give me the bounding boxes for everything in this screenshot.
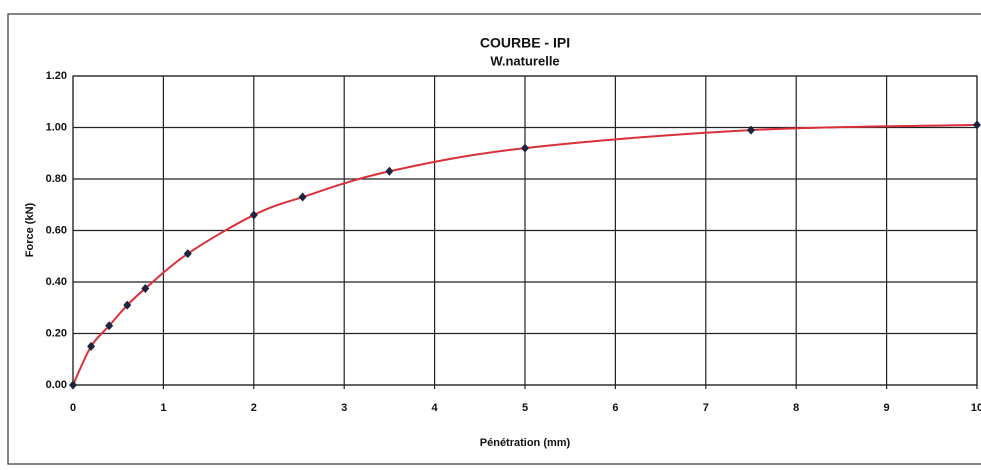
x-tick-label: 2 xyxy=(251,402,257,414)
y-tick-label: 1.20 xyxy=(46,70,67,82)
y-tick-label: 0.20 xyxy=(46,327,67,339)
data-point xyxy=(298,192,307,202)
data-point xyxy=(973,120,981,130)
x-tick-label: 6 xyxy=(612,402,618,414)
x-tick-label: 7 xyxy=(703,402,709,414)
data-point xyxy=(747,125,755,135)
y-axis-label: Force (kN) xyxy=(24,202,36,257)
x-tick-label: 5 xyxy=(522,402,528,414)
x-tick-label: 1 xyxy=(160,402,166,414)
x-tick-label: 8 xyxy=(793,402,799,414)
x-tick-label: 4 xyxy=(432,402,439,414)
data-point xyxy=(183,249,192,259)
data-point xyxy=(105,321,114,331)
y-tick-label: 1.00 xyxy=(46,121,67,133)
data-point xyxy=(87,341,96,351)
data-point xyxy=(249,210,258,220)
x-tick-label: 10 xyxy=(971,402,981,414)
y-tick-label: 0.60 xyxy=(46,224,67,236)
x-tick-label: 9 xyxy=(884,402,890,414)
data-point xyxy=(385,166,394,176)
data-line xyxy=(72,123,978,386)
x-axis-label: Pénétration (mm) xyxy=(480,437,571,449)
y-tick-label: 0.00 xyxy=(46,379,67,391)
chart-title: COURBE - IPI xyxy=(480,35,570,51)
data-point xyxy=(123,300,132,310)
data-point xyxy=(521,143,529,153)
x-tick-label: 3 xyxy=(341,402,347,414)
chart-subtitle: W.naturelle xyxy=(490,53,559,68)
data-point xyxy=(141,283,150,293)
y-tick-label: 0.40 xyxy=(46,276,67,288)
x-tick-label: 0 xyxy=(70,402,76,414)
data-point xyxy=(69,380,77,390)
y-tick-label: 0.80 xyxy=(46,173,67,185)
